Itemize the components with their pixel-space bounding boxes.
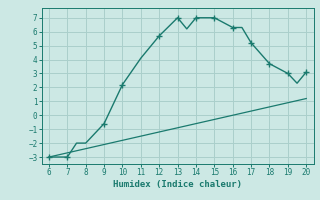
X-axis label: Humidex (Indice chaleur): Humidex (Indice chaleur)	[113, 180, 242, 189]
